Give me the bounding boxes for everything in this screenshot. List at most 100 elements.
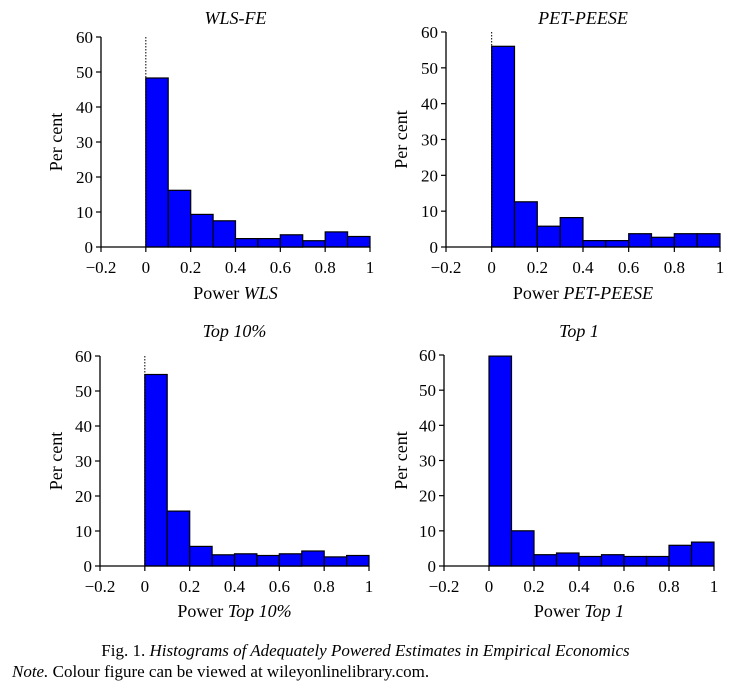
y-tick-label: 20 xyxy=(75,487,92,506)
y-tick-label: 30 xyxy=(419,452,436,471)
x-tick-label: 0 xyxy=(141,577,150,596)
histogram-bar xyxy=(510,530,535,567)
histogram-bar xyxy=(578,555,603,567)
y-tick-label: 10 xyxy=(75,522,92,541)
x-tick-label: 0 xyxy=(487,258,496,277)
histogram-bar xyxy=(623,555,648,567)
x-axis-label-prefix: Power xyxy=(193,283,244,303)
x-tick-label: −0.2 xyxy=(429,577,460,596)
x-axis-label-prefix: Power xyxy=(534,601,585,621)
histogram-bar xyxy=(645,555,670,567)
x-tick-label: 0.2 xyxy=(179,577,200,596)
x-tick-label: 0.4 xyxy=(225,258,247,277)
x-tick-label: 0.6 xyxy=(613,577,634,596)
y-tick-label: 10 xyxy=(76,203,93,222)
x-tick-label: 0.8 xyxy=(658,577,679,596)
y-tick-label: 30 xyxy=(75,452,92,471)
histogram-bar xyxy=(491,45,516,248)
histogram-bar xyxy=(144,373,168,567)
histogram-bar xyxy=(302,240,326,248)
x-tick-label: 1 xyxy=(716,258,725,277)
chart-title: Top 1 xyxy=(559,321,599,341)
chart-title: Top 10% xyxy=(203,321,267,341)
histogram-bar xyxy=(690,541,715,567)
x-tick-label: 0 xyxy=(142,258,151,277)
y-tick-label: 40 xyxy=(419,416,436,435)
histogram-bar xyxy=(582,240,607,248)
histogram-bar xyxy=(555,552,580,567)
note-text: Colour figure can be viewed at wileyonli… xyxy=(52,662,430,681)
x-tick-label: 1 xyxy=(710,577,719,596)
histogram-bar xyxy=(256,554,280,567)
histogram-bar xyxy=(212,220,237,248)
y-tick-label: 40 xyxy=(75,417,92,436)
x-axis-label: Power Top 10% xyxy=(177,601,291,621)
histogram-bar xyxy=(488,355,513,567)
y-tick-label: 0 xyxy=(430,238,439,257)
histogram-bar xyxy=(605,240,630,248)
x-axis-label-emph: Top 1 xyxy=(584,601,624,621)
x-tick-label: 0.6 xyxy=(618,258,639,277)
histogram-bar xyxy=(559,217,584,248)
histogram-bar xyxy=(234,238,259,248)
y-tick-label: 50 xyxy=(419,381,436,400)
x-tick-label: −0.2 xyxy=(431,258,462,277)
histogram-bar xyxy=(233,553,258,567)
y-tick-label: 0 xyxy=(85,238,94,257)
x-tick-label: 0.4 xyxy=(568,577,590,596)
histogram-bar xyxy=(323,556,348,567)
histogram-bar xyxy=(189,545,213,567)
figure-note: Note. Colour figure can be viewed at wil… xyxy=(12,662,731,682)
x-axis-label: Power WLS xyxy=(193,283,278,303)
x-tick-label: 0.8 xyxy=(314,577,335,596)
x-tick-label: 0.4 xyxy=(572,258,594,277)
x-tick-label: 0.6 xyxy=(270,258,291,277)
y-tick-label: 50 xyxy=(75,382,92,401)
histogram-bar xyxy=(279,234,304,248)
histogram-bar xyxy=(513,201,538,248)
x-axis-label: Power Top 1 xyxy=(534,601,624,621)
histogram-bar xyxy=(628,233,653,248)
y-axis-label: Per cent xyxy=(46,432,66,490)
histogram-bar xyxy=(211,554,236,567)
histogram-bar xyxy=(533,554,558,567)
histogram-bar xyxy=(324,231,349,248)
y-tick-label: 40 xyxy=(421,95,438,114)
y-tick-label: 10 xyxy=(421,202,438,221)
histogram-bar xyxy=(536,225,561,248)
x-tick-label: −0.2 xyxy=(85,577,116,596)
x-tick-label: 0.6 xyxy=(269,577,290,596)
x-tick-label: 1 xyxy=(366,258,375,277)
x-axis-label-emph: Top 10% xyxy=(228,601,292,621)
chart-title: PET-PEESE xyxy=(537,8,628,28)
x-tick-label: 0.8 xyxy=(664,258,685,277)
x-tick-label: 1 xyxy=(365,577,374,596)
y-tick-label: 20 xyxy=(421,166,438,185)
histogram-bar xyxy=(257,238,281,248)
y-tick-label: 60 xyxy=(76,28,93,47)
histogram-bar xyxy=(650,236,675,248)
y-axis-label: Per cent xyxy=(46,113,66,171)
y-tick-label: 20 xyxy=(76,168,93,187)
x-tick-label: 0.2 xyxy=(180,258,201,277)
y-tick-label: 60 xyxy=(421,23,438,42)
histogram-bar xyxy=(346,554,370,567)
y-axis-label: Per cent xyxy=(391,110,411,168)
y-tick-label: 0 xyxy=(84,557,93,576)
histogram-bar xyxy=(167,189,192,248)
x-tick-label: 0.2 xyxy=(527,258,548,277)
histogram-bar xyxy=(190,213,214,248)
y-tick-label: 60 xyxy=(75,347,92,366)
x-tick-label: 0 xyxy=(485,577,494,596)
y-tick-label: 0 xyxy=(428,557,437,576)
histogram-bar xyxy=(668,544,693,567)
y-tick-label: 50 xyxy=(421,59,438,78)
y-tick-label: 40 xyxy=(76,98,93,117)
x-axis-label-emph: PET-PEESE xyxy=(562,283,653,303)
histogram-bar xyxy=(696,233,721,248)
